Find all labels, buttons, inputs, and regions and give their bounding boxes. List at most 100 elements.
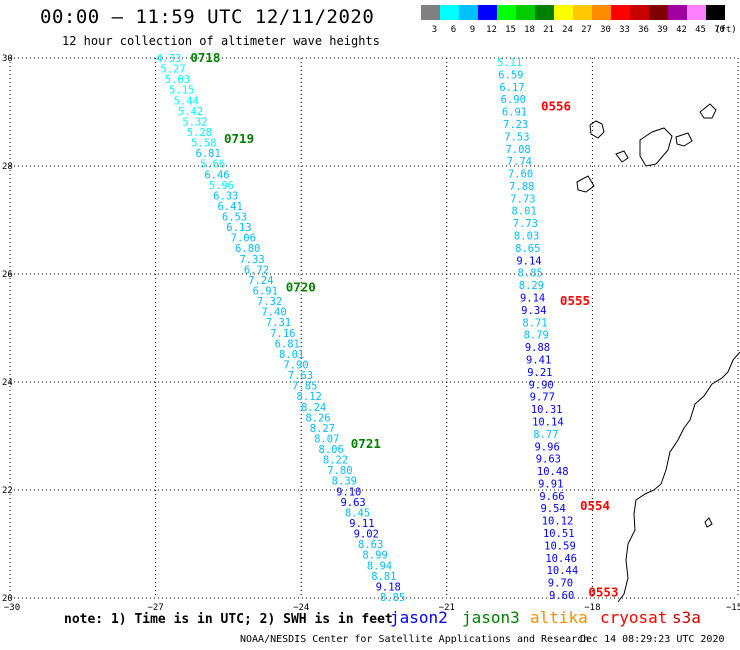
swh-value: 6.91 [502,107,527,119]
scale-swatch [459,5,478,20]
swh-value: 7.53 [504,131,529,143]
swh-value: 7.88 [509,181,534,193]
swh-value: 9.60 [549,590,574,602]
scale-swatch [497,5,516,20]
swh-value: 6.81 [196,148,221,160]
swh-value: 5.27 [160,64,185,76]
swh-value: 8.03 [514,231,539,243]
swh-value: 9.21 [527,367,552,379]
swh-value: 6.81 [275,338,300,350]
swh-value: 9.66 [539,491,564,503]
time-label: 0556 [541,99,571,114]
swh-value: 7.90 [283,359,308,371]
lat-tick-label: 22 [2,486,13,496]
swh-value: 5.96 [209,180,234,192]
swh-value: 6.46 [204,169,229,181]
swh-value: 5.58 [191,138,216,150]
scale-swatch [611,5,630,20]
lon-tick-label: −21 [439,603,455,612]
swh-value: 6.13 [226,222,251,234]
swh-value: 9.18 [376,581,401,593]
swh-value: 8.77 [533,429,558,441]
swh-value: 9.34 [521,305,546,317]
scale-swatch [554,5,573,20]
swh-value: 9.90 [528,379,553,391]
swh-value: 9.91 [538,478,563,490]
swh-value: 10.51 [543,528,575,540]
swh-value: 9.63 [340,497,365,509]
scale-swatch [592,5,611,20]
scale-swatch [687,5,706,20]
swh-value: 7.24 [248,275,273,287]
scale-label: 42 [676,25,687,35]
swh-value: 9.63 [536,454,561,466]
swh-value: 6.72 [244,264,269,276]
swh-value: 9.70 [548,578,573,590]
swh-value: 7.73 [513,218,538,230]
footer-credit: NOAA/NESDIS Center for Satellite Applica… [240,634,590,645]
scale-label: 27 [581,25,592,35]
swh-value: 9.88 [525,342,550,354]
time-label: 0720 [286,280,316,295]
scale-label: 21 [543,25,554,35]
scale-label: 9 [470,25,475,35]
swh-value: 7.74 [507,156,532,168]
swh-value: 10.44 [547,565,579,577]
swh-value: 8.65 [515,243,540,255]
swh-value: 6.17 [499,82,524,94]
scale-label: 39 [657,25,668,35]
swh-value: 10.31 [531,404,563,416]
canary-islands-outline [576,103,717,193]
scale-swatch [516,5,535,20]
swh-value: 6.59 [498,69,523,81]
swh-value: 6.91 [253,286,278,298]
african-coastline [617,351,740,603]
swh-value: 6.90 [501,94,526,106]
time-label: 0554 [580,498,610,513]
swh-value: 4.33 [156,53,181,65]
scale-swatch [421,5,440,20]
time-label: 0721 [351,436,381,451]
axis-tick-labels: −30 −27 −24 −21 −18 −15 30 28 26 24 22 20 [2,54,740,612]
swh-value: 8.24 [301,402,326,414]
swh-value: 8.01 [512,206,537,218]
swh-value: 8.79 [524,330,549,342]
swh-value: 8.06 [319,444,344,456]
swh-value: 8.27 [310,423,335,435]
scale-label: 24 [562,25,573,35]
swh-value: 7.85 [292,381,317,393]
scale-swatch [535,5,554,20]
time-label: 0719 [224,131,254,146]
swh-value: 7.23 [503,119,528,131]
swh-value: 6.80 [235,243,260,255]
swh-value: 5.44 [174,95,199,107]
scale-label: 70 [714,25,725,35]
swh-value: 6.53 [222,212,247,224]
legend-cryosat: cryosat [600,608,668,627]
swh-value: 9.14 [520,293,545,305]
legend-jason3: jason3 [462,608,520,627]
page-title: 00:00 – 11:59 UTC 12/11/2020 [40,6,375,28]
time-label: 0555 [560,293,590,308]
swh-value: 9.11 [349,518,374,530]
scale-swatch [706,5,725,20]
time-label: 0553 [588,585,618,600]
scale-label: 36 [638,25,649,35]
scale-label: 33 [619,25,630,35]
swh-value: 7.31 [266,317,291,329]
footer-timestamp: Dec 14 08:29:23 UTC 2020 [580,634,725,645]
swh-value: 8.39 [332,476,357,488]
lon-tick-label: −27 [147,603,163,612]
swh-value: 9.02 [354,529,379,541]
scale-swatch [649,5,668,20]
swh-value: 7.08 [505,144,530,156]
scale-label: 45 [695,25,706,35]
swh-value: 6.41 [217,201,242,213]
lon-tick-label: −24 [293,603,309,612]
swh-value: 7.73 [510,193,535,205]
scale-unit: (ft) [715,25,736,35]
legend-jason2: jason2 [390,608,448,627]
coastal-island-outline [704,517,713,528]
swh-value: 10.59 [544,540,576,552]
